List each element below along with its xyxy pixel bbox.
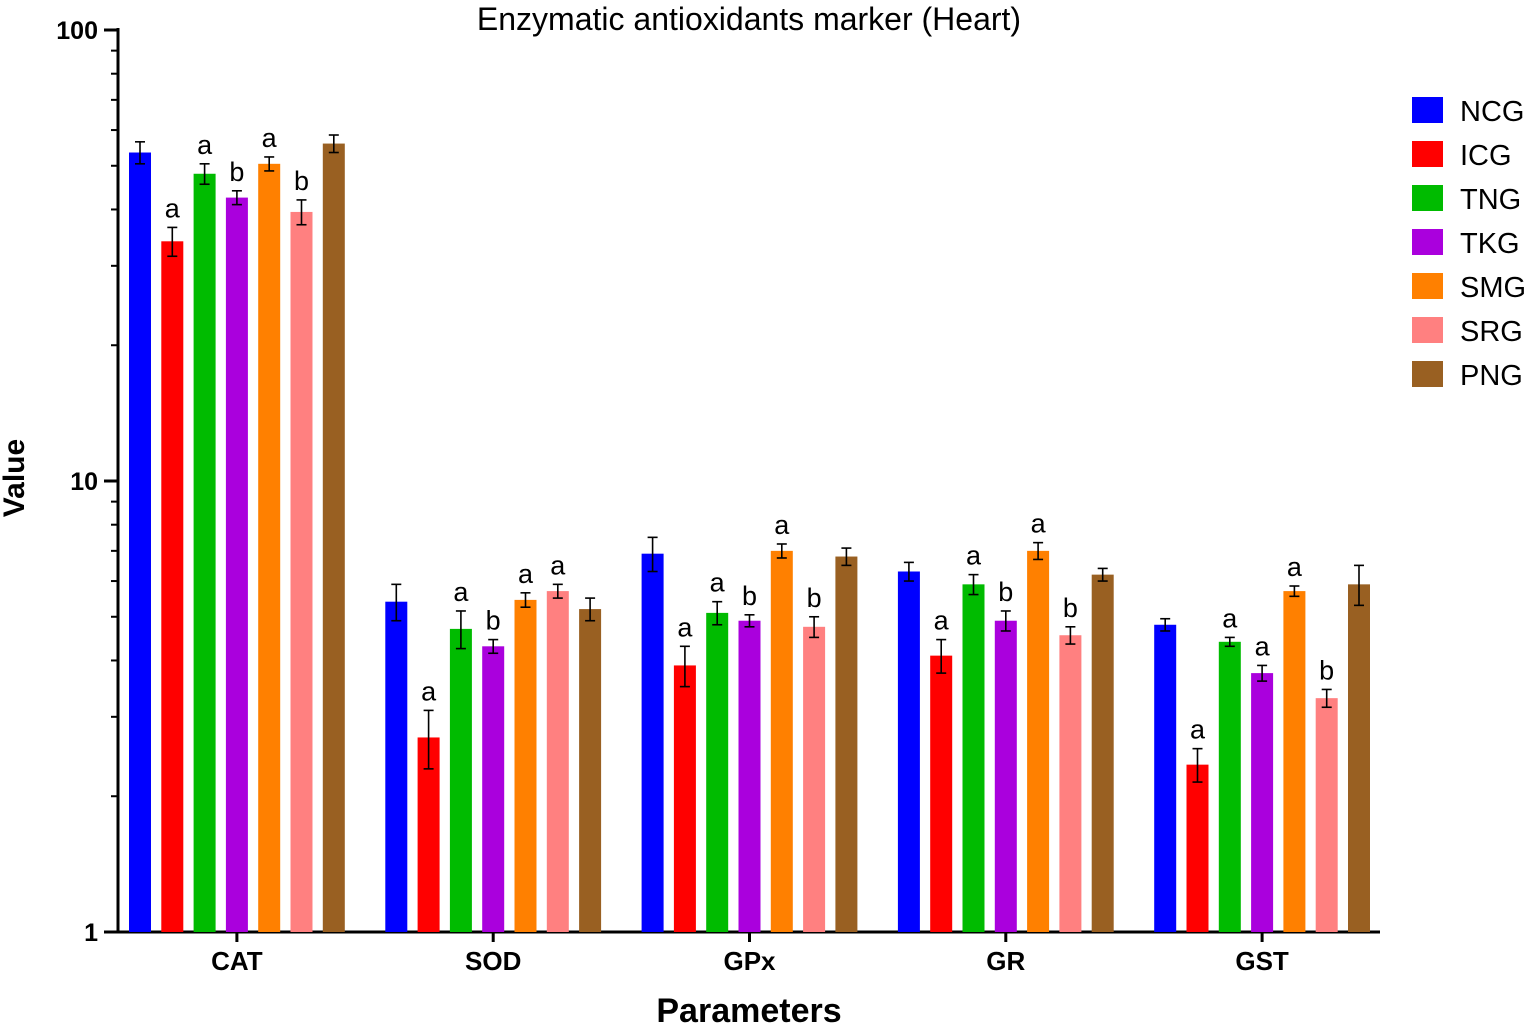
bar-ncg-gst xyxy=(1154,624,1177,932)
significance-label: b xyxy=(229,157,244,187)
significance-label: a xyxy=(677,612,693,642)
legend-swatch-smg xyxy=(1412,273,1443,299)
significance-label: a xyxy=(1255,631,1271,661)
bar-smg-gpx xyxy=(770,550,793,932)
x-tick-label: SOD xyxy=(465,946,521,976)
bar-srg-sod xyxy=(546,591,569,932)
significance-label: a xyxy=(262,123,278,153)
significance-label: a xyxy=(934,606,950,636)
significance-label: a xyxy=(1222,603,1238,633)
bar-png-gr xyxy=(1091,574,1114,932)
bar-icg-gr xyxy=(930,655,953,932)
significance-label: a xyxy=(1190,715,1206,745)
bar-smg-gst xyxy=(1283,591,1306,932)
legend-label-icg: ICG xyxy=(1460,140,1512,172)
bar-tng-gst xyxy=(1218,641,1241,932)
significance-label: a xyxy=(197,130,213,160)
bar-icg-gst xyxy=(1186,764,1209,932)
bar-tkg-gr xyxy=(994,620,1017,932)
bar-png-gpx xyxy=(835,556,858,932)
significance-label: a xyxy=(1031,509,1047,539)
bar-srg-gpx xyxy=(803,626,826,932)
bar-ncg-sod xyxy=(385,601,408,932)
legend-label-png: PNG xyxy=(1460,360,1523,392)
significance-label: a xyxy=(774,510,790,540)
bar-png-sod xyxy=(579,609,602,932)
bar-tkg-gpx xyxy=(738,620,761,932)
bar-png-cat xyxy=(322,143,345,932)
bar-smg-cat xyxy=(258,163,281,933)
legend-label-srg: SRG xyxy=(1460,316,1523,348)
bar-icg-cat xyxy=(161,241,184,933)
significance-label: a xyxy=(165,193,181,223)
legend-swatch-ncg xyxy=(1412,97,1443,123)
bar-tng-cat xyxy=(193,173,216,933)
bar-tng-gr xyxy=(962,584,985,932)
bar-ncg-gr xyxy=(897,571,920,932)
legend-swatch-tng xyxy=(1412,185,1443,211)
bar-ncg-cat xyxy=(129,152,151,932)
x-tick-label: GPx xyxy=(723,946,776,976)
chart-title: Enzymatic antioxidants marker (Heart) xyxy=(477,1,1021,37)
significance-label: a xyxy=(453,577,469,607)
y-axis-label: Value xyxy=(0,439,31,517)
bar-tkg-gst xyxy=(1251,673,1274,932)
significance-label: a xyxy=(550,550,566,580)
bar-icg-gpx xyxy=(673,665,696,932)
significance-label: b xyxy=(294,166,309,196)
bar-tkg-cat xyxy=(225,197,248,933)
legend-swatch-tkg xyxy=(1412,229,1443,255)
legend-swatch-icg xyxy=(1412,141,1443,167)
bar-png-gst xyxy=(1348,584,1370,932)
bar-icg-sod xyxy=(417,737,440,932)
x-tick-label: GST xyxy=(1235,946,1289,976)
bar-smg-gr xyxy=(1027,550,1050,932)
significance-label: b xyxy=(998,577,1013,607)
significance-label: a xyxy=(710,568,726,598)
legend-label-ncg: NCG xyxy=(1460,96,1524,128)
legend: NCG ICG TNG TKG SMG SRG PNG xyxy=(1412,96,1526,392)
bar-ncg-gpx xyxy=(641,553,664,932)
significance-label: a xyxy=(1287,552,1303,582)
bar-srg-cat xyxy=(290,211,313,933)
bar-srg-gr xyxy=(1059,635,1082,932)
significance-label: b xyxy=(1319,655,1334,685)
x-tick-label: CAT xyxy=(211,946,263,976)
bar-tng-gpx xyxy=(706,612,729,932)
bar-tng-sod xyxy=(449,628,472,932)
significance-label: b xyxy=(1063,593,1078,623)
legend-swatch-srg xyxy=(1412,317,1443,343)
legend-label-tng: TNG xyxy=(1460,184,1521,216)
bar-tkg-sod xyxy=(482,646,505,932)
legend-label-tkg: TKG xyxy=(1460,228,1520,260)
significance-label: a xyxy=(421,676,437,706)
x-axis-label: Parameters xyxy=(656,992,841,1030)
significance-label: a xyxy=(966,541,982,571)
bar-smg-sod xyxy=(514,599,537,932)
x-tick-label: GR xyxy=(986,946,1025,976)
significance-label: b xyxy=(742,581,757,611)
significance-label: b xyxy=(486,606,501,636)
y-tick-label: 1 xyxy=(84,919,98,947)
y-tick-label: 10 xyxy=(70,468,98,496)
y-tick-label: 100 xyxy=(56,17,98,45)
significance-label: b xyxy=(807,583,822,613)
significance-label: a xyxy=(518,559,534,589)
legend-label-smg: SMG xyxy=(1460,272,1526,304)
bar-srg-gst xyxy=(1315,698,1338,932)
legend-swatch-png xyxy=(1412,361,1443,387)
